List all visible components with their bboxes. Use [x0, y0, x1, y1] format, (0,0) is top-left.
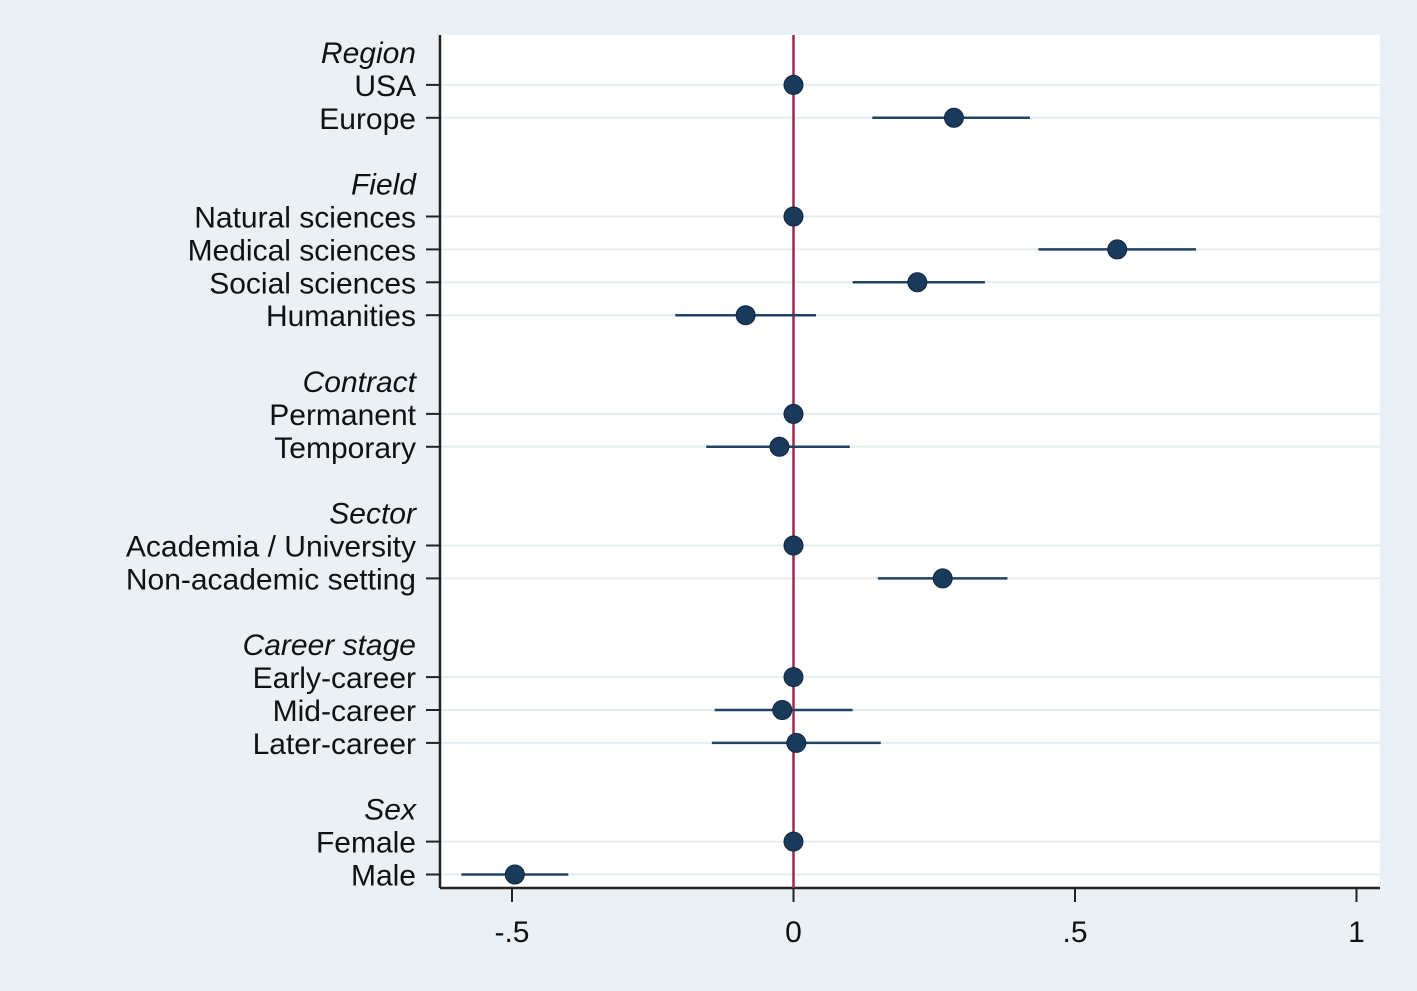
plot-area	[440, 35, 1380, 888]
group-label: Sex	[364, 794, 417, 827]
group-label: Contract	[303, 366, 418, 399]
category-label: Early-career	[253, 662, 416, 695]
category-label: Medical sciences	[188, 234, 416, 267]
estimate-point	[783, 74, 804, 95]
estimate-point	[783, 831, 804, 852]
estimate-point	[1107, 239, 1128, 260]
estimate-point	[772, 700, 793, 720]
group-label: Career stage	[243, 629, 416, 662]
data-marks	[461, 74, 1197, 885]
x-tick-label: 1	[1348, 916, 1365, 949]
estimate-point	[783, 206, 804, 227]
category-label: Natural sciences	[194, 202, 416, 235]
x-tick-label: 0	[785, 916, 802, 949]
estimate-point	[783, 667, 804, 688]
x-tick-label: -.5	[494, 916, 529, 949]
category-label: Temporary	[274, 432, 416, 465]
x-axis-ticks: -.5 0 .5 1	[494, 888, 1365, 949]
category-label: Academia / University	[126, 531, 416, 564]
estimate-point	[735, 305, 756, 326]
category-label: Europe	[319, 103, 416, 136]
category-label: Humanities	[266, 300, 416, 333]
category-label: Later-career	[253, 728, 416, 761]
x-tick-label: .5	[1062, 916, 1087, 949]
category-label: Male	[351, 860, 416, 893]
category-label: Social sciences	[209, 267, 416, 300]
group-label: Field	[351, 169, 417, 202]
estimate-point	[769, 436, 790, 457]
estimate-point	[943, 107, 964, 128]
category-label: USA	[354, 70, 416, 103]
estimate-point	[783, 403, 804, 424]
estimate-point	[932, 568, 953, 589]
group-label: Sector	[329, 498, 417, 531]
axes	[426, 35, 1380, 890]
group-label: Region	[321, 37, 416, 70]
category-label: Permanent	[269, 399, 416, 432]
estimate-point	[786, 732, 807, 753]
estimate-point	[907, 272, 928, 293]
category-label: Female	[316, 827, 416, 860]
estimate-point	[783, 535, 804, 556]
category-label: Mid-career	[273, 695, 416, 728]
estimate-point	[504, 864, 525, 885]
category-label: Non-academic setting	[126, 563, 416, 596]
